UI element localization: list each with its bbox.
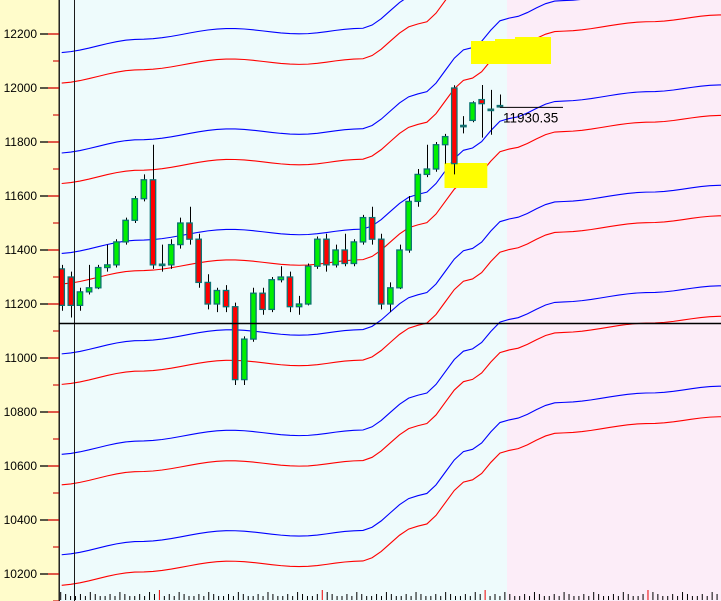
svg-text:11000: 11000 [5,351,38,365]
svg-text:10400: 10400 [4,513,38,527]
svg-text:10200: 10200 [4,567,38,581]
svg-text:10600: 10600 [4,459,38,473]
svg-text:11200: 11200 [5,297,38,311]
svg-text:11800: 11800 [5,135,38,149]
svg-text:11400: 11400 [5,243,38,257]
svg-text:12000: 12000 [4,81,38,95]
svg-text:10800: 10800 [4,405,38,419]
svg-text:11600: 11600 [5,189,38,203]
svg-text:11930.35: 11930.35 [503,111,558,126]
svg-text:12200: 12200 [4,27,38,41]
